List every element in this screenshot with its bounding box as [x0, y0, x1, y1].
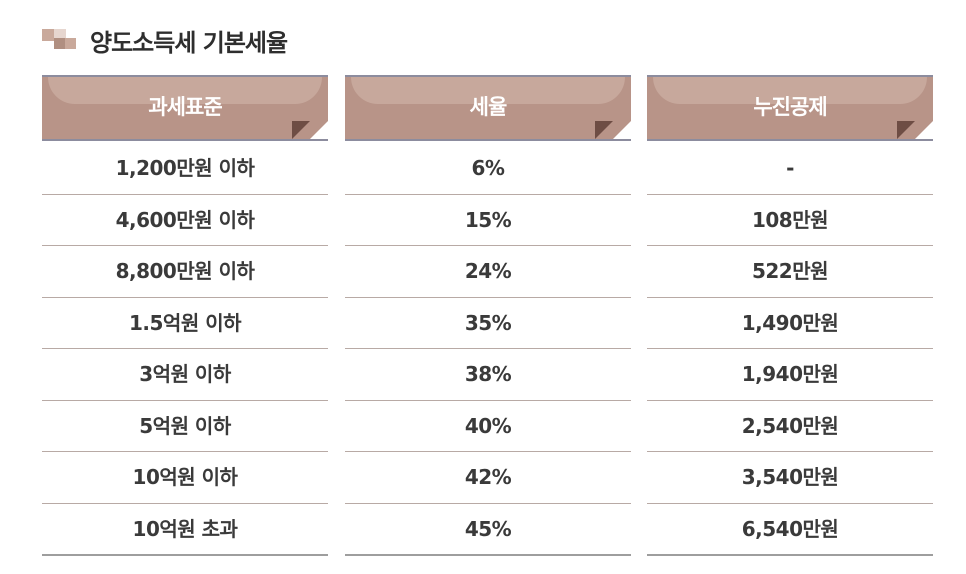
- table-cell: 45%: [345, 504, 631, 556]
- table-cell: 6,540만원: [647, 504, 933, 556]
- table-cell: 522만원: [647, 246, 933, 298]
- table-cell: 4,600만원 이하: [42, 195, 328, 246]
- fold-corner-icon: [595, 121, 613, 139]
- title-bar: 양도소득세 기본세율: [42, 22, 288, 58]
- table-cell: 10억원 이하: [42, 452, 328, 504]
- column-tax-rate: 세율 6% 15% 24% 35% 38% 40% 42% 45%: [345, 75, 631, 556]
- title-squares-icon: [42, 29, 78, 51]
- column-header: 누진공제: [647, 75, 933, 139]
- column-progressive-deduction: 누진공제 - 108만원 522만원 1,490만원 1,940만원 2,540…: [647, 75, 933, 556]
- table-cell: 3억원 이하: [42, 349, 328, 401]
- table-cell: 15%: [345, 195, 631, 246]
- page-title: 양도소득세 기본세율: [90, 28, 288, 57]
- column-header-label: 누진공제: [753, 95, 827, 119]
- table-cell: 1,940만원: [647, 349, 933, 401]
- column-header-label: 세율: [469, 95, 508, 119]
- table-cell: 24%: [345, 246, 631, 298]
- table-cell: 5억원 이하: [42, 401, 328, 452]
- fold-corner-icon: [292, 121, 310, 139]
- table-cell: 10억원 초과: [42, 504, 328, 556]
- table-cell: 35%: [345, 298, 631, 349]
- column-tax-base: 과세표준 1,200만원 이하 4,600만원 이하 8,800만원 이하 1.…: [42, 75, 328, 556]
- table-cell: 3,540만원: [647, 452, 933, 504]
- table-cell: 42%: [345, 452, 631, 504]
- table-cell: 1,490만원: [647, 298, 933, 349]
- table-cell: 1.5억원 이하: [42, 298, 328, 349]
- table-cell: 6%: [345, 143, 631, 195]
- column-header: 세율: [345, 75, 631, 139]
- table-cell: 2,540만원: [647, 401, 933, 452]
- table-cell: -: [647, 143, 933, 195]
- table-cell: 40%: [345, 401, 631, 452]
- fold-corner-icon: [897, 121, 915, 139]
- column-header: 과세표준: [42, 75, 328, 139]
- table-cell: 108만원: [647, 195, 933, 246]
- table-cell: 38%: [345, 349, 631, 401]
- column-header-label: 과세표준: [148, 95, 222, 119]
- table-cell: 8,800만원 이하: [42, 246, 328, 298]
- table-cell: 1,200만원 이하: [42, 143, 328, 195]
